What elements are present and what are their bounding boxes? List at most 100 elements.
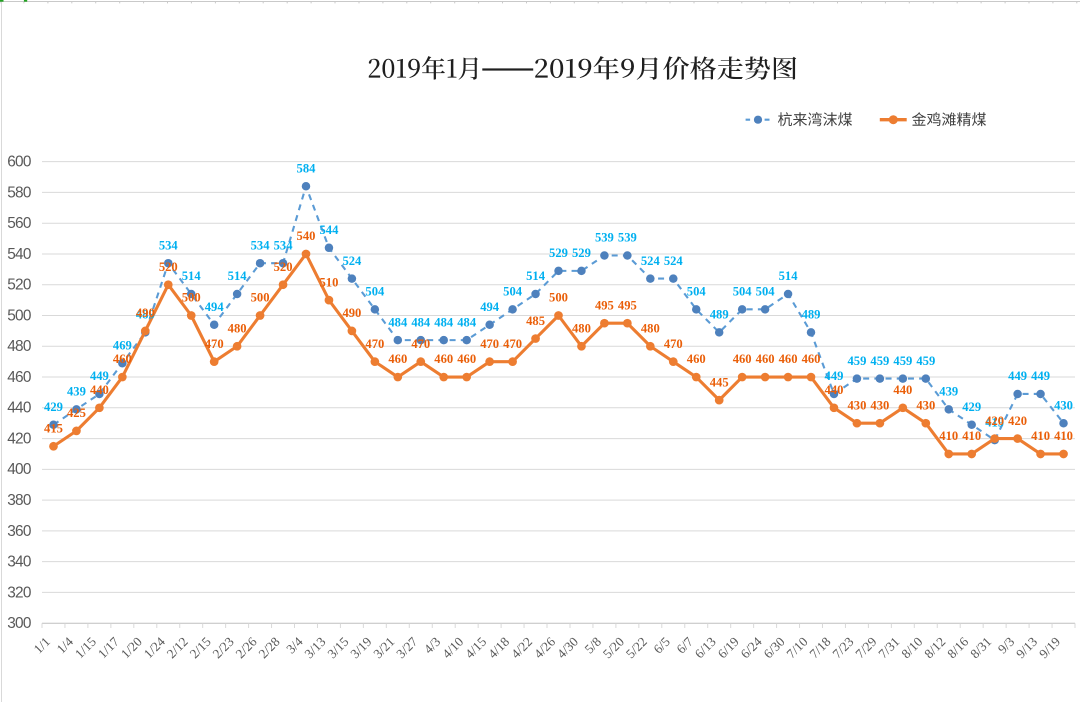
svg-text:544: 544: [320, 223, 340, 237]
svg-text:534: 534: [159, 238, 179, 252]
svg-text:514: 514: [182, 269, 202, 283]
svg-text:430: 430: [847, 398, 866, 412]
svg-text:460: 460: [457, 352, 476, 366]
svg-text:320: 320: [7, 584, 31, 601]
svg-text:460: 460: [802, 352, 821, 366]
svg-text:490: 490: [342, 306, 361, 320]
svg-text:470: 470: [365, 337, 384, 351]
svg-text:460: 460: [779, 352, 798, 366]
svg-text:514: 514: [526, 269, 546, 283]
svg-text:504: 504: [733, 285, 753, 299]
svg-text:380: 380: [7, 492, 31, 509]
svg-text:430: 430: [1054, 398, 1073, 412]
svg-text:439: 439: [67, 385, 86, 399]
svg-text:470: 470: [480, 337, 499, 351]
svg-text:470: 470: [205, 337, 224, 351]
svg-text:430: 430: [916, 398, 935, 412]
svg-text:449: 449: [1008, 369, 1027, 383]
svg-text:520: 520: [274, 260, 293, 274]
svg-text:529: 529: [549, 246, 568, 260]
svg-text:480: 480: [7, 338, 31, 355]
svg-text:504: 504: [365, 285, 385, 299]
svg-text:429: 429: [962, 400, 981, 414]
svg-text:529: 529: [572, 246, 591, 260]
svg-text:459: 459: [847, 354, 866, 368]
svg-text:494: 494: [480, 300, 500, 314]
svg-text:420: 420: [985, 414, 1004, 428]
svg-text:429: 429: [44, 400, 63, 414]
svg-text:300: 300: [7, 615, 31, 632]
svg-text:495: 495: [618, 298, 637, 312]
svg-text:504: 504: [687, 285, 707, 299]
svg-text:520: 520: [159, 260, 178, 274]
svg-text:490: 490: [136, 306, 155, 320]
svg-text:560: 560: [7, 215, 31, 232]
svg-text:460: 460: [434, 352, 453, 366]
svg-text:459: 459: [870, 354, 889, 368]
svg-text:484: 484: [411, 315, 431, 329]
svg-text:514: 514: [228, 269, 248, 283]
svg-text:460: 460: [733, 352, 752, 366]
svg-text:440: 440: [90, 383, 109, 397]
svg-text:500: 500: [549, 291, 568, 305]
svg-text:445: 445: [710, 375, 729, 389]
svg-text:459: 459: [916, 354, 935, 368]
svg-text:440: 440: [893, 383, 912, 397]
svg-text:470: 470: [411, 337, 430, 351]
svg-text:480: 480: [228, 322, 247, 336]
svg-text:480: 480: [572, 322, 591, 336]
svg-text:460: 460: [388, 352, 407, 366]
svg-text:540: 540: [297, 229, 316, 243]
svg-text:500: 500: [182, 291, 201, 305]
svg-text:439: 439: [939, 385, 958, 399]
svg-text:440: 440: [7, 400, 31, 417]
svg-text:524: 524: [641, 254, 661, 268]
svg-text:449: 449: [90, 369, 109, 383]
svg-text:495: 495: [595, 298, 614, 312]
svg-text:410: 410: [962, 429, 981, 443]
svg-text:500: 500: [251, 291, 270, 305]
svg-text:489: 489: [802, 308, 821, 322]
svg-text:540: 540: [7, 246, 31, 263]
svg-text:480: 480: [641, 322, 660, 336]
svg-text:419: 419: [985, 415, 1004, 429]
svg-text:600: 600: [7, 154, 31, 171]
svg-text:504: 504: [503, 285, 523, 299]
svg-text:489: 489: [710, 308, 729, 322]
svg-text:460: 460: [756, 352, 775, 366]
svg-text:484: 484: [457, 315, 477, 329]
svg-text:524: 524: [664, 254, 684, 268]
svg-text:580: 580: [7, 184, 31, 201]
svg-text:520: 520: [7, 277, 31, 294]
svg-text:485: 485: [526, 314, 545, 328]
svg-text:410: 410: [939, 429, 958, 443]
svg-text:460: 460: [7, 369, 31, 386]
svg-text:459: 459: [893, 354, 912, 368]
svg-text:420: 420: [1008, 414, 1027, 428]
svg-text:440: 440: [825, 383, 844, 397]
svg-text:539: 539: [618, 231, 637, 245]
svg-text:534: 534: [274, 238, 294, 252]
svg-text:360: 360: [7, 523, 31, 540]
svg-text:534: 534: [251, 238, 271, 252]
svg-text:484: 484: [434, 315, 454, 329]
svg-text:410: 410: [1031, 429, 1050, 443]
svg-text:470: 470: [664, 337, 683, 351]
svg-text:484: 484: [388, 315, 408, 329]
svg-text:449: 449: [825, 369, 844, 383]
svg-text:470: 470: [503, 337, 522, 351]
svg-text:494: 494: [205, 300, 225, 314]
svg-text:500: 500: [7, 307, 31, 324]
svg-text:584: 584: [297, 162, 317, 176]
svg-text:415: 415: [44, 422, 63, 436]
svg-text:524: 524: [342, 254, 362, 268]
svg-text:510: 510: [320, 275, 339, 289]
svg-text:420: 420: [7, 431, 31, 448]
svg-text:460: 460: [113, 352, 132, 366]
svg-text:425: 425: [67, 406, 86, 420]
svg-text:489: 489: [136, 308, 155, 322]
svg-text:469: 469: [113, 338, 132, 352]
svg-text:430: 430: [870, 398, 889, 412]
svg-text:514: 514: [779, 269, 799, 283]
svg-text:460: 460: [687, 352, 706, 366]
